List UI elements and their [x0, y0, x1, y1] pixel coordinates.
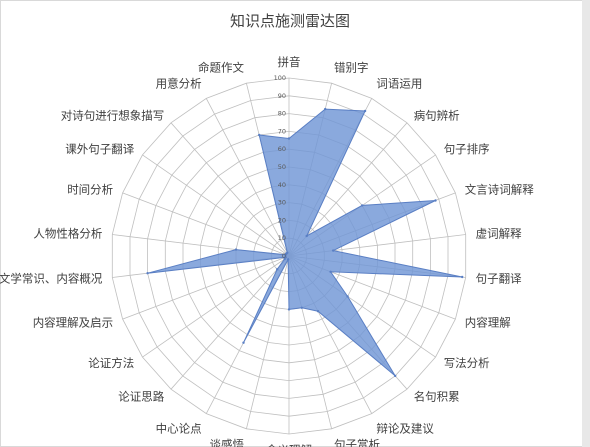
category-label-25: 命题作文 — [198, 61, 244, 75]
tick-label-90: 90 — [278, 92, 286, 100]
data-point-4 — [361, 204, 364, 207]
spoke-21 — [122, 192, 290, 257]
spoke-16 — [170, 255, 290, 390]
category-label-0: 拼音 — [278, 55, 301, 69]
tick-label-40: 40 — [278, 181, 286, 189]
data-point-14 — [286, 258, 290, 261]
spoke-17 — [142, 255, 290, 358]
category-label-2: 词语运用 — [376, 77, 422, 91]
category-labels: 拼音 错别字词语运用病句辨析句子排序文言诗词解释虚词解释句子翻译内容理解写法分析名… — [0, 55, 534, 447]
category-label-8: 内容理解 — [465, 316, 511, 330]
category-label-23: 对诗句进行想象描写 — [61, 108, 165, 122]
data-point-7 — [461, 275, 464, 279]
data-point-17 — [283, 257, 286, 261]
data-point-10 — [394, 374, 397, 378]
data-point-25 — [258, 133, 261, 137]
category-label-12: 句子赏析 — [334, 438, 380, 447]
category-label-20: 人物性格分析 — [33, 226, 102, 240]
spoke-3 — [288, 122, 408, 257]
category-label-16: 论证思路 — [118, 390, 164, 404]
data-point-16 — [276, 268, 279, 271]
spoke-23 — [170, 122, 290, 257]
category-label-3: 病句辨析 — [414, 108, 460, 122]
data-point-3 — [305, 234, 308, 238]
data-point-19 — [146, 272, 149, 275]
data-point-0 — [287, 137, 291, 140]
data-point-15 — [242, 341, 245, 344]
category-label-1: 错别字 — [334, 61, 369, 75]
series-layer — [146, 107, 464, 378]
category-label-21: 时间分析 — [67, 182, 113, 196]
data-point-5 — [434, 199, 437, 202]
data-point-6 — [332, 249, 335, 252]
spoke-24 — [205, 98, 290, 257]
data-point-20 — [234, 248, 238, 251]
scrollbar[interactable] — [582, 0, 590, 447]
category-label-13: 含义理解 — [266, 443, 312, 447]
category-label-24: 用意分析 — [156, 77, 202, 91]
category-label-5: 文言诗词解释 — [465, 182, 534, 196]
category-label-6: 虚词解释 — [476, 226, 522, 240]
data-point-2 — [363, 109, 367, 113]
category-label-14: 谈感悟 — [210, 438, 245, 447]
tick-label-70: 70 — [278, 127, 286, 135]
tick-label-80: 80 — [278, 110, 286, 118]
spoke-14 — [246, 255, 290, 429]
data-point-18 — [284, 256, 287, 259]
tick-label-10: 10 — [278, 234, 286, 242]
category-label-19: 文学常识、内容概况 — [0, 272, 103, 286]
category-label-18: 内容理解及启示 — [33, 316, 114, 330]
tick-label-30: 30 — [278, 199, 286, 207]
spoke-22 — [142, 154, 290, 257]
spoke-18 — [122, 255, 290, 320]
data-point-9 — [346, 295, 349, 298]
category-label-10: 名句积累 — [414, 390, 460, 404]
tick-label-20: 20 — [278, 216, 286, 224]
tick-label-100: 100 — [274, 74, 286, 82]
tick-label-50: 50 — [278, 163, 286, 171]
category-label-9: 写法分析 — [444, 356, 490, 370]
tick-label-60: 60 — [278, 145, 286, 153]
data-point-13 — [287, 308, 291, 311]
chart-title: 知识点施测雷达图 — [229, 12, 350, 30]
category-label-17: 论证方法 — [88, 356, 134, 370]
category-label-15: 中心论点 — [156, 422, 202, 436]
data-point-1 — [324, 107, 327, 111]
tick-labels: 0 10 20 30 40 50 60 70 80 90 100 — [274, 74, 286, 260]
data-point-8 — [329, 270, 332, 273]
category-label-22: 课外句子翻译 — [65, 142, 134, 156]
data-point-12 — [300, 306, 303, 309]
category-label-4: 句子排序 — [444, 142, 490, 156]
tick-label-0: 0 — [282, 252, 286, 260]
data-point-11 — [316, 310, 320, 313]
category-label-7: 句子翻译 — [476, 272, 522, 286]
data-point-24 — [286, 251, 289, 254]
category-label-11: 辩论及建议 — [376, 422, 434, 436]
